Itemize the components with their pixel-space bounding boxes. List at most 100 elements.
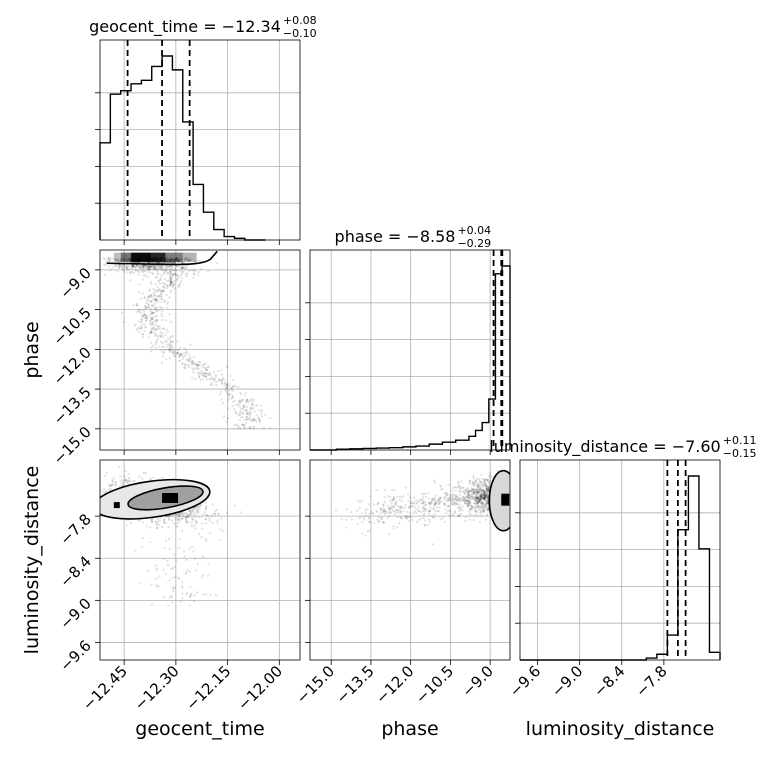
sample-point (399, 507, 402, 510)
sample-point (484, 504, 487, 507)
sample-point (470, 507, 473, 510)
sample-point (262, 427, 266, 430)
sample-point (421, 496, 425, 499)
sample-point (236, 404, 239, 407)
sample-point (483, 497, 487, 500)
sample-point (388, 532, 391, 535)
sample-point (469, 497, 472, 501)
sample-point (482, 510, 485, 513)
sample-point (243, 406, 246, 409)
sample-point (155, 276, 159, 279)
sample-point (241, 407, 244, 410)
sample-point (138, 327, 141, 330)
sample-point (157, 520, 160, 523)
sample-point (170, 281, 173, 284)
sample-point (239, 416, 243, 419)
sample-point (438, 502, 441, 505)
sample-point (385, 510, 388, 513)
sample-point (429, 501, 433, 504)
sample-point (159, 340, 162, 344)
sample-point (238, 419, 241, 422)
sample-point (248, 427, 252, 430)
sample-point (233, 504, 237, 507)
sample-point (477, 497, 480, 500)
sample-point (140, 269, 143, 272)
sample-point (383, 508, 386, 511)
sample-point (475, 496, 478, 500)
sample-point (121, 265, 124, 268)
sample-point (190, 521, 193, 524)
sample-point (181, 261, 184, 265)
sample-point (227, 399, 230, 402)
sample-point (470, 488, 474, 491)
sample-point (159, 277, 162, 280)
sample-point (485, 497, 489, 500)
sample-point (169, 336, 172, 339)
sample-point (159, 331, 162, 334)
sample-point (179, 274, 182, 278)
sample-point (486, 479, 489, 482)
sample-point (164, 267, 167, 270)
sample-point (162, 327, 166, 330)
sample-point (125, 481, 129, 484)
sample-point (137, 291, 141, 294)
sample-point (128, 268, 131, 271)
sample-point (227, 416, 230, 420)
sample-point (487, 485, 491, 488)
sample-point (481, 496, 484, 500)
sample-point (458, 493, 461, 496)
sample-point (405, 517, 409, 520)
sample-point (466, 486, 469, 490)
sample-point (225, 511, 229, 514)
sample-point (458, 489, 461, 492)
sample-point (476, 501, 479, 505)
sample-point (233, 408, 236, 411)
sample-point (102, 490, 105, 494)
sample-point (137, 265, 140, 268)
sample-point (488, 484, 491, 487)
sample-point (478, 483, 481, 486)
sample-point (480, 490, 483, 493)
sample-point (225, 384, 229, 387)
sample-point (194, 260, 197, 263)
sample-point (471, 489, 474, 493)
sample-point (204, 366, 208, 370)
sample-point (487, 485, 490, 489)
sample-point (412, 505, 415, 508)
sample-point (188, 547, 192, 550)
sample-point (410, 500, 413, 503)
sample-point (176, 352, 179, 355)
sample-point (486, 486, 489, 489)
sample-point (225, 420, 228, 423)
sample-point (216, 521, 219, 524)
sample-point (129, 272, 132, 275)
sample-point (249, 406, 252, 409)
sample-point (391, 505, 394, 509)
sample-point (151, 271, 154, 274)
sample-point (112, 477, 115, 480)
sample-point (94, 490, 96, 492)
sample-point (168, 268, 171, 272)
sample-point (176, 518, 179, 521)
sample-point (213, 378, 216, 381)
sample-point (422, 517, 425, 520)
sample-point (117, 258, 120, 261)
sample-point (124, 478, 127, 482)
sample-point (482, 494, 486, 497)
sample-point (172, 285, 175, 288)
sample-point (122, 266, 125, 269)
sample-point (397, 521, 401, 525)
sample-point (443, 496, 446, 499)
sample-point (185, 353, 188, 356)
sample-point (134, 549, 137, 552)
x-tick-label: −12.00 (234, 662, 286, 714)
sample-point (206, 513, 209, 516)
sample-point (485, 503, 488, 506)
sample-point (136, 264, 139, 267)
sample-point (147, 296, 150, 299)
sample-point (165, 293, 168, 296)
sample-point (200, 576, 203, 579)
sample-point (204, 592, 208, 596)
sample-point (477, 498, 481, 502)
sample-point (375, 509, 378, 512)
